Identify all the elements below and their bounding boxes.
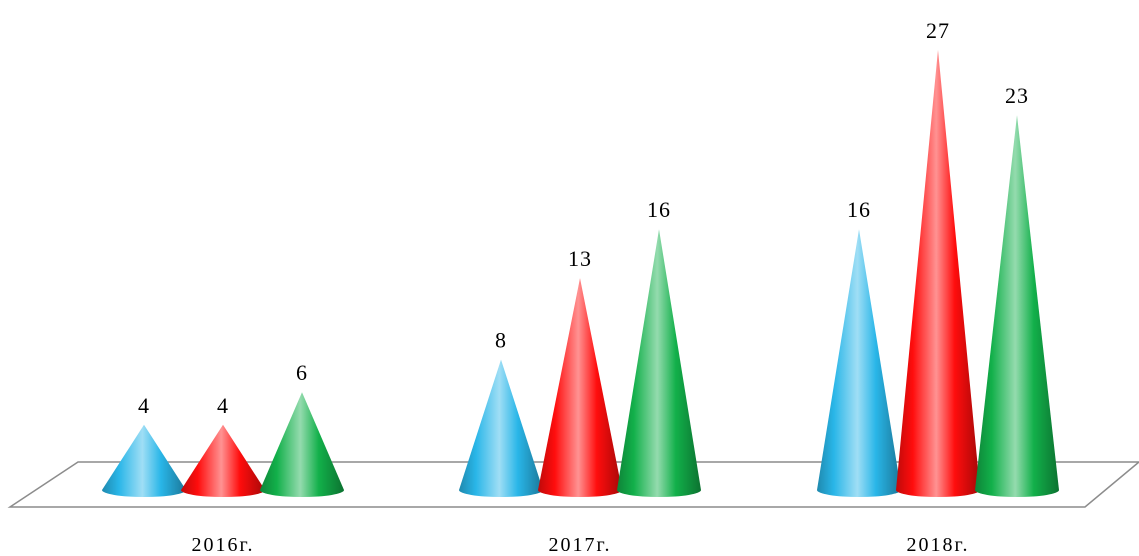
cone-2016г.-series-1	[102, 424, 186, 497]
cone-2018г.-series-2	[896, 49, 980, 498]
cone-2018г.-series-1	[817, 229, 901, 497]
cone-2016г.-series-3	[260, 392, 344, 497]
data-label-2016г.-series-2: 4	[217, 393, 229, 418]
data-label-2016г.-series-1: 4	[138, 393, 150, 418]
data-label-2017г.-series-1: 8	[495, 328, 507, 353]
cone-2017г.-series-1	[459, 359, 543, 497]
data-label-2018г.-series-1: 16	[847, 197, 871, 222]
category-label-2017г.: 2017г.	[549, 534, 612, 556]
cone-2018г.-series-3	[975, 115, 1059, 497]
data-label-2018г.-series-2: 27	[926, 18, 950, 43]
data-label-2016г.-series-3: 6	[296, 360, 308, 385]
cones-layer	[102, 49, 1059, 498]
cone-2017г.-series-2	[538, 278, 622, 497]
data-label-2017г.-series-2: 13	[568, 246, 592, 271]
value-labels-layer: 4 4 6 8 13 16 16 27 23	[138, 18, 1029, 418]
cone-2017г.-series-3	[617, 229, 701, 497]
category-label-2018г.: 2018г.	[907, 534, 970, 556]
data-label-2018г.-series-3: 23	[1005, 83, 1029, 108]
category-labels-layer: 2016г. 2017г. 2018г.	[192, 534, 970, 556]
data-label-2017г.-series-3: 16	[647, 197, 671, 222]
cone-2016г.-series-2	[181, 424, 265, 497]
category-label-2016г.: 2016г.	[192, 534, 255, 556]
